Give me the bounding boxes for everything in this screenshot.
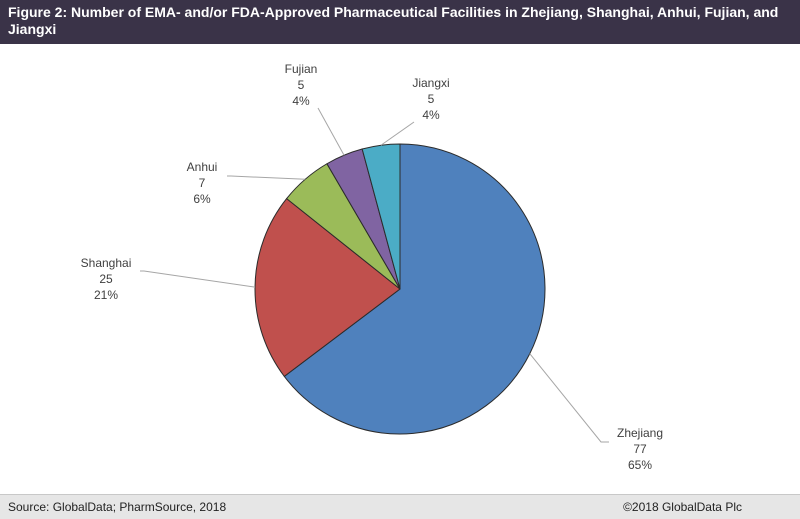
label-value-shanghai: 25 [99, 272, 113, 286]
leader-line-jiangxi [380, 121, 415, 146]
label-value-jiangxi: 5 [428, 92, 435, 106]
label-percent-anhui: 6% [193, 192, 211, 206]
label-percent-jiangxi: 4% [422, 108, 440, 122]
pie-slice-outline-jiangxi [361, 143, 401, 290]
source-note: Source: GlobalData; PharmSource, 2018 [8, 500, 227, 514]
pie-slice-outline-zhejiang [283, 143, 546, 435]
label-name-fujian: Fujian [285, 62, 318, 76]
label-name-jiangxi: Jiangxi [412, 76, 449, 90]
pie-chart: Zhejiang 77 65% Shanghai 25 21% Anhui 7 6% Fujian… [81, 62, 663, 472]
leader-line-shanghai [140, 270, 256, 288]
label-percent-fujian: 4% [292, 94, 310, 108]
label-name-zhejiang: Zhejiang [617, 426, 663, 440]
pie-slice-outline-shanghai [254, 197, 401, 378]
label-name-anhui: Anhui [187, 160, 218, 174]
data-labels: Zhejiang 77 65% Shanghai 25 21% Anhui 7 6% Fujian… [81, 62, 663, 472]
label-value-fujian: 5 [298, 78, 305, 92]
label-percent-shanghai: 21% [94, 288, 118, 302]
pie-slice-anhui [286, 163, 400, 289]
label-percent-zhejiang: 65% [628, 458, 652, 472]
pie-slice-fujian [326, 149, 400, 289]
pie-slice-shanghai [254, 198, 400, 377]
leader-lines [140, 107, 609, 443]
chart-area: Zhejiang 77 65% Shanghai 25 21% Anhui 7 6% Fujian… [0, 44, 800, 494]
leader-line-anhui [227, 175, 306, 180]
leader-line-fujian [317, 107, 345, 156]
pie-slice-zhejiang [284, 144, 545, 435]
pie-slices [254, 143, 546, 435]
figure-title: Figure 2: Number of EMA- and/or FDA-Appr… [0, 0, 800, 44]
leader-line-zhejiang [529, 353, 609, 443]
label-name-shanghai: Shanghai [81, 256, 132, 270]
label-value-zhejiang: 77 [633, 442, 647, 456]
footer-bar: Source: GlobalData; PharmSource, 2018 ©2… [0, 494, 800, 519]
copyright-note: ©2018 GlobalData Plc [623, 500, 742, 514]
label-value-anhui: 7 [199, 176, 206, 190]
